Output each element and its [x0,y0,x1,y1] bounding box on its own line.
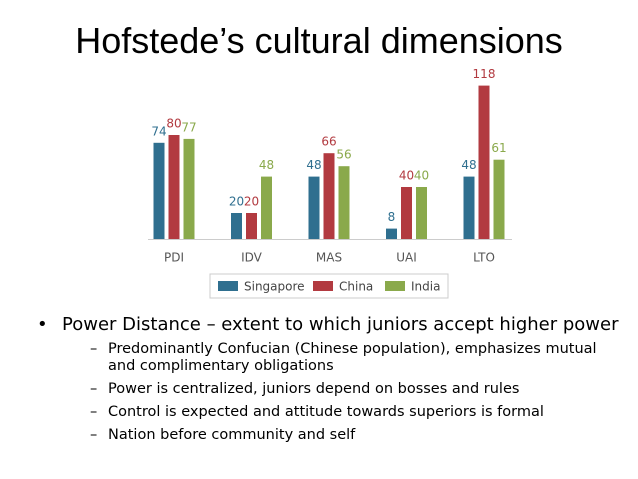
bar [153,142,165,239]
bar [231,213,242,239]
value-label: 20 [244,195,259,209]
value-label: 56 [336,148,351,162]
bar [478,85,490,239]
value-label: 118 [473,67,496,81]
bar [386,228,397,239]
bullet: Power Distance – extent to which juniors… [37,313,627,337]
bar [246,213,257,239]
x-tick-label: IDV [241,251,263,265]
sub-bullet: Nation before community and self [90,427,627,444]
sub-bullet: Control is expected and attitude towards… [90,404,627,421]
value-label: 66 [321,135,336,149]
value-label: 48 [306,158,321,172]
value-label: 48 [461,158,476,172]
bar [308,176,320,239]
value-label: 77 [181,120,196,134]
legend-label: China [339,280,373,294]
value-label: 8 [388,210,396,224]
bar [261,176,272,239]
bar [183,138,195,239]
legend-swatch [313,281,333,291]
sub-bullet: Predominantly Confucian (Chinese populat… [90,341,627,375]
value-label: 40 [414,169,429,183]
x-tick-label: PDI [164,251,184,265]
slide-title: Hofstede’s cultural dimensions [75,20,563,61]
bar [493,159,505,239]
x-tick-label: MAS [316,251,342,265]
legend-swatch [385,281,405,291]
value-label: 40 [399,169,414,183]
legend-label: Singapore [244,280,305,294]
legend-swatch [218,281,238,291]
value-label: 61 [491,141,506,155]
bar [416,187,427,239]
bar [168,135,180,239]
bullet-list: Power Distance – extent to which juniors… [37,313,627,450]
value-label: 48 [259,158,274,172]
legend-label: India [411,280,440,294]
bar [463,176,475,239]
x-tick-label: UAI [396,251,417,265]
value-label: 74 [151,124,166,138]
bar [338,166,350,239]
x-tick-label: LTO [473,251,495,265]
value-label: 20 [229,195,244,209]
value-label: 80 [166,117,181,131]
bar [323,153,335,239]
sub-bullet: Power is centralized, juniors depend on … [90,381,627,398]
bar [401,187,412,239]
